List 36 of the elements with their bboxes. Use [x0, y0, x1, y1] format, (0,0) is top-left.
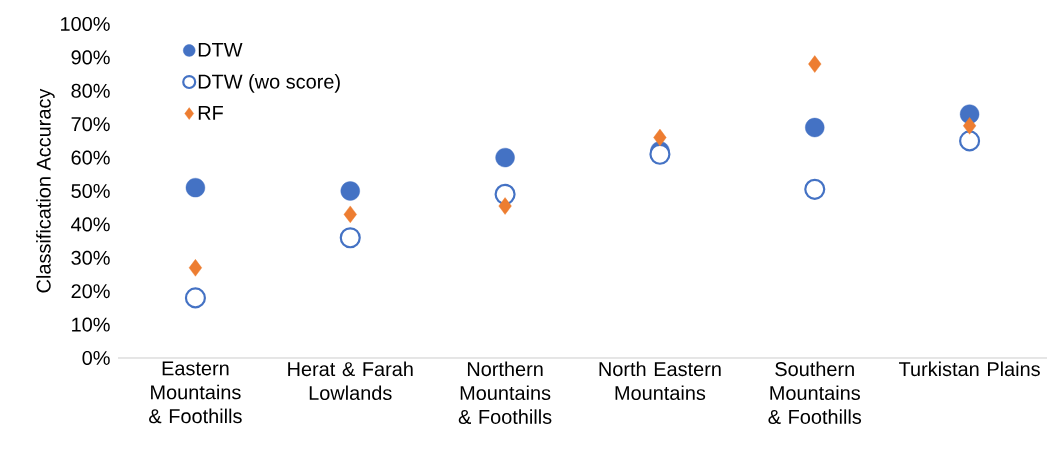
- y-tick-label: 0%: [82, 350, 110, 366]
- x-tick-label: Eastern Mountains & Foothills: [149, 361, 242, 424]
- point: [188, 259, 202, 277]
- x-tick-label: Northern Mountains & Foothills: [458, 361, 552, 424]
- x-tick-label: Herat & Farah Lowlands: [288, 361, 413, 401]
- x-tick-label: Turkistan Plains: [898, 361, 1040, 377]
- legend-label: DTW (wo score): [198, 74, 340, 93]
- point: [808, 55, 822, 73]
- legend-label: RF: [198, 106, 223, 120]
- y-tick-label: 10%: [72, 317, 110, 332]
- y-tick-label: 60%: [71, 150, 110, 165]
- y-tick-label: 40%: [71, 217, 110, 232]
- x-tick-label: North Eastern Mountains: [599, 361, 721, 401]
- point: [340, 181, 360, 201]
- point: [343, 205, 357, 224]
- point: [185, 177, 206, 198]
- y-tick-label: 70%: [71, 117, 110, 132]
- point: [963, 117, 977, 135]
- y-axis-title: Classification Accuracy: [36, 88, 55, 293]
- y-tick-label: 90%: [71, 50, 110, 65]
- point: [959, 130, 981, 152]
- x-tick-label: Southern Mountains & Foothills: [768, 361, 862, 424]
- point: [653, 128, 667, 147]
- point: [495, 147, 515, 168]
- y-tick-label: 20%: [71, 284, 110, 299]
- y-tick-label: 30%: [71, 250, 110, 265]
- point: [804, 178, 826, 200]
- legend-label: DTW: [198, 42, 243, 57]
- point: [498, 197, 512, 215]
- point: [339, 227, 361, 249]
- y-tick-label: 50%: [71, 183, 110, 199]
- y-tick-label: 80%: [71, 83, 110, 98]
- point: [649, 143, 671, 165]
- point: [805, 117, 825, 138]
- point: [184, 287, 206, 309]
- y-tick-label: 100%: [61, 16, 110, 32]
